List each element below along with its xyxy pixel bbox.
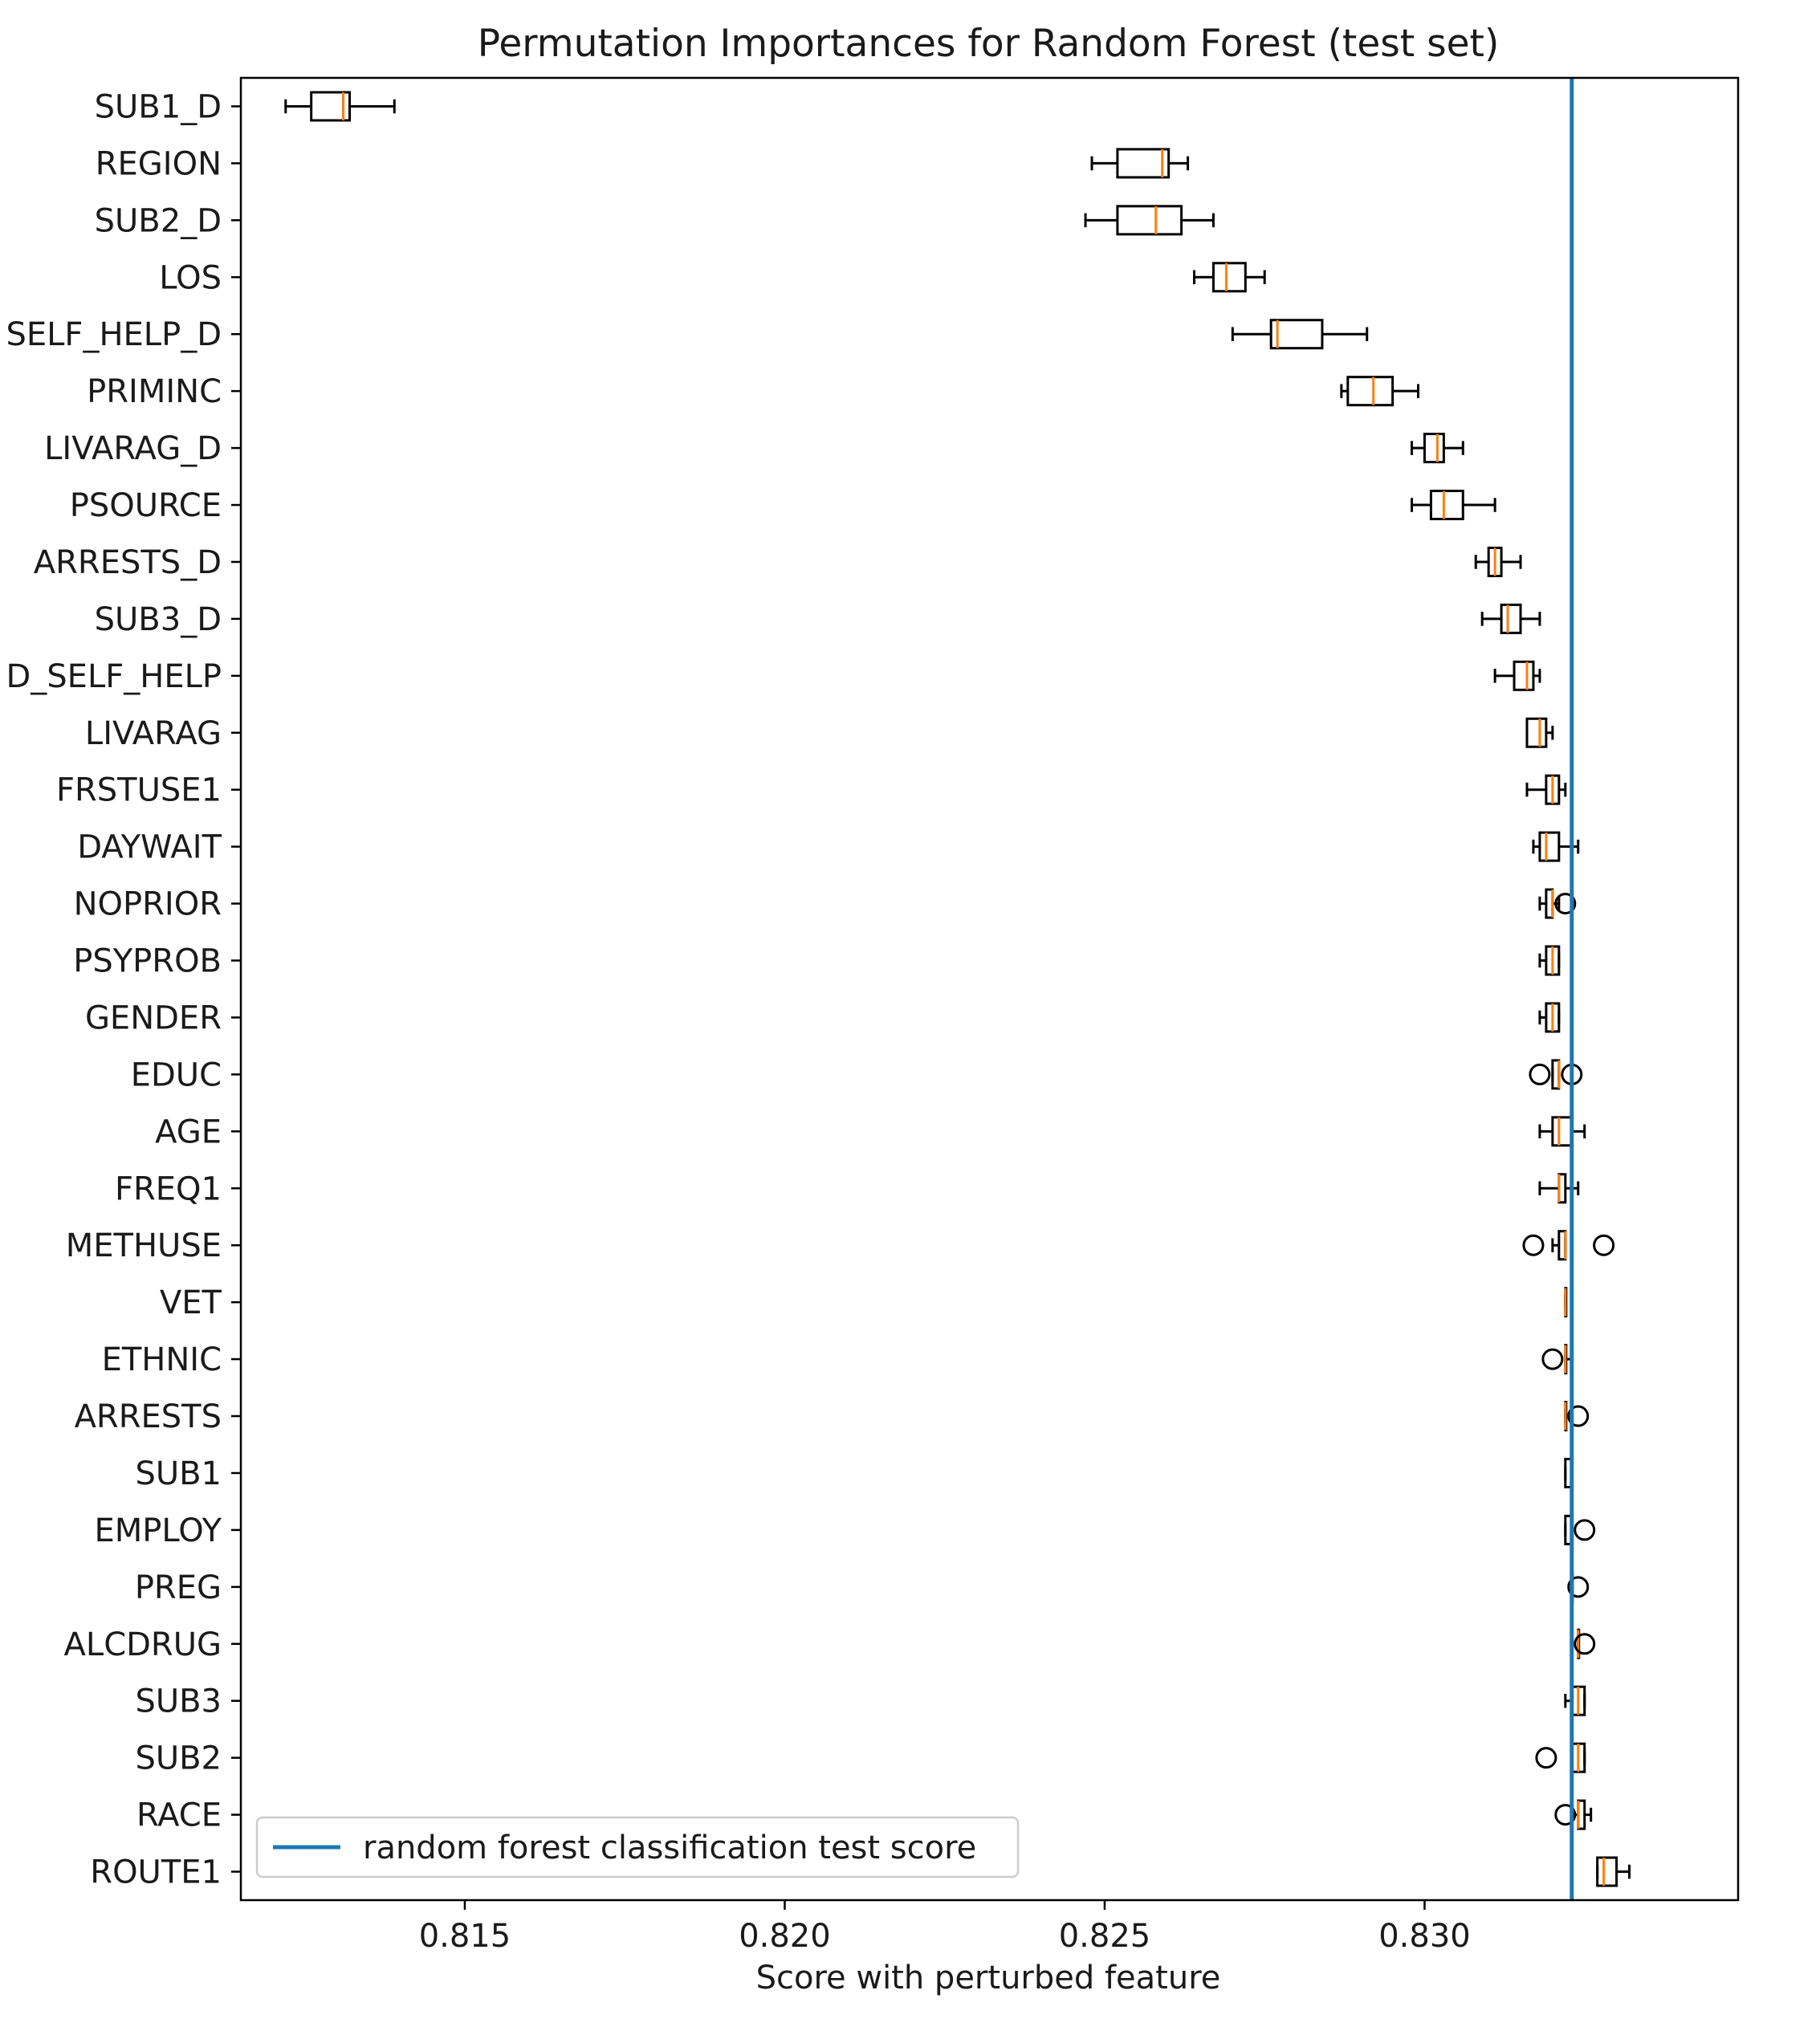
y-tick-label: SUB3_D [95, 601, 222, 638]
box-iqr [310, 91, 351, 122]
y-tick-label: SUB3 [135, 1683, 222, 1720]
y-tick-label: METHUSE [66, 1227, 222, 1264]
flier-point [1541, 1348, 1564, 1370]
box-31 [1596, 1856, 1631, 1887]
y-tick-label: ARRESTS [75, 1398, 222, 1435]
box-13 [1532, 831, 1580, 862]
flier-point [1522, 1234, 1545, 1256]
flier-point [1567, 1405, 1590, 1427]
box-12 [1525, 774, 1567, 805]
box-27 [1574, 1628, 1596, 1659]
flier-point [1593, 1234, 1615, 1256]
box-iqr [1500, 603, 1522, 634]
x-tick-label: 0.815 [419, 1918, 511, 1955]
axes-frame [239, 76, 1740, 1902]
box-15 [1538, 945, 1561, 976]
box-18 [1538, 1116, 1586, 1147]
box-19 [1538, 1173, 1580, 1204]
legend-label: random forest classification test score [363, 1830, 976, 1866]
y-tick-label: EDUC [131, 1056, 222, 1093]
y-tick-label: LOS [159, 259, 222, 296]
box-11 [1525, 717, 1554, 748]
box-iqr [1525, 717, 1548, 748]
box-4 [1231, 319, 1369, 350]
box-iqr [1116, 205, 1183, 236]
box-8 [1474, 546, 1522, 577]
y-tick-label: D_SELF_HELP [6, 658, 222, 695]
y-tick-label: LIVARAG [85, 715, 222, 752]
y-tick-label: ALCDRUG [64, 1626, 222, 1663]
x-tick-label: 0.820 [739, 1918, 831, 1955]
box-iqr [1538, 831, 1561, 862]
flier-point [1554, 1804, 1577, 1826]
box-3 [1193, 262, 1266, 293]
y-tick-label: REGION [96, 145, 222, 182]
box-23 [1564, 1401, 1590, 1432]
box-iqr [1346, 376, 1395, 407]
x-axis-label: Score with perturbed feature [756, 1960, 1221, 1996]
box-10 [1493, 660, 1541, 691]
box-7 [1411, 490, 1496, 521]
y-tick-label: GENDER [85, 999, 222, 1036]
y-tick-label: LIVARAG_D [44, 430, 222, 467]
box-5 [1340, 376, 1419, 407]
y-tick-label: SUB1_D [95, 88, 222, 125]
y-tick-label: NOPRIOR [74, 886, 222, 923]
box-iqr [1116, 148, 1171, 179]
box-iqr [1211, 262, 1247, 293]
y-tick-label: PREG [135, 1569, 222, 1606]
flier-point [1567, 1576, 1590, 1598]
y-tick-label: PRIMINC [87, 373, 222, 410]
y-tick-label: SUB1 [135, 1455, 222, 1492]
box-6 [1411, 433, 1464, 464]
y-tick-label: FREQ1 [115, 1170, 222, 1207]
box-2 [1084, 205, 1215, 236]
plot-area: SUB1_D REGION SUB2_D LOS SELF_HELP_D PRIMINC L… [6, 76, 1740, 1955]
y-tick-label: ETHNIC [102, 1341, 222, 1378]
box-iqr [1423, 433, 1445, 464]
flier-point [1574, 1519, 1596, 1541]
legend: random forest classification test score [255, 1816, 1020, 1878]
flier-point [1535, 1747, 1557, 1769]
box-iqr [1596, 1856, 1618, 1887]
box-iqr [1269, 319, 1324, 350]
y-tick-label: RACE [136, 1797, 222, 1834]
box-14 [1538, 888, 1577, 919]
legend-box [255, 1816, 1020, 1878]
y-tick-label: SUB2 [135, 1740, 222, 1777]
box-iqr [1429, 490, 1464, 521]
box-1 [1090, 148, 1190, 179]
y-tick-label: SELF_HELP_D [6, 316, 222, 353]
x-tick-label: 0.825 [1059, 1918, 1151, 1955]
y-tick-label: ARRESTS_D [34, 544, 222, 581]
y-tick-label: PSYPROB [73, 943, 222, 980]
box-0 [284, 91, 396, 122]
box-9 [1480, 603, 1541, 634]
y-tick-label: FRSTUSE1 [56, 772, 222, 809]
y-tick-label: DAYWAIT [77, 829, 222, 866]
y-tick-label: PSOURCE [70, 487, 222, 524]
x-tick-label: 0.830 [1378, 1918, 1471, 1955]
flier-point [1574, 1633, 1596, 1655]
box-30 [1554, 1799, 1593, 1830]
flier-point [1529, 1063, 1551, 1085]
box-20 [1522, 1230, 1615, 1261]
flier-point [1554, 893, 1577, 915]
box-iqr [1513, 660, 1535, 691]
y-tick-label: SUB2_D [95, 202, 222, 239]
box-16 [1538, 1002, 1561, 1033]
y-tick-label: ROUTE1 [90, 1854, 222, 1891]
chart-title: Permutation Importances for Random Fores… [478, 22, 1500, 66]
y-tick-label: EMPLOY [95, 1512, 222, 1549]
y-tick-label: AGE [155, 1113, 222, 1150]
y-tick-label: VET [160, 1284, 222, 1321]
